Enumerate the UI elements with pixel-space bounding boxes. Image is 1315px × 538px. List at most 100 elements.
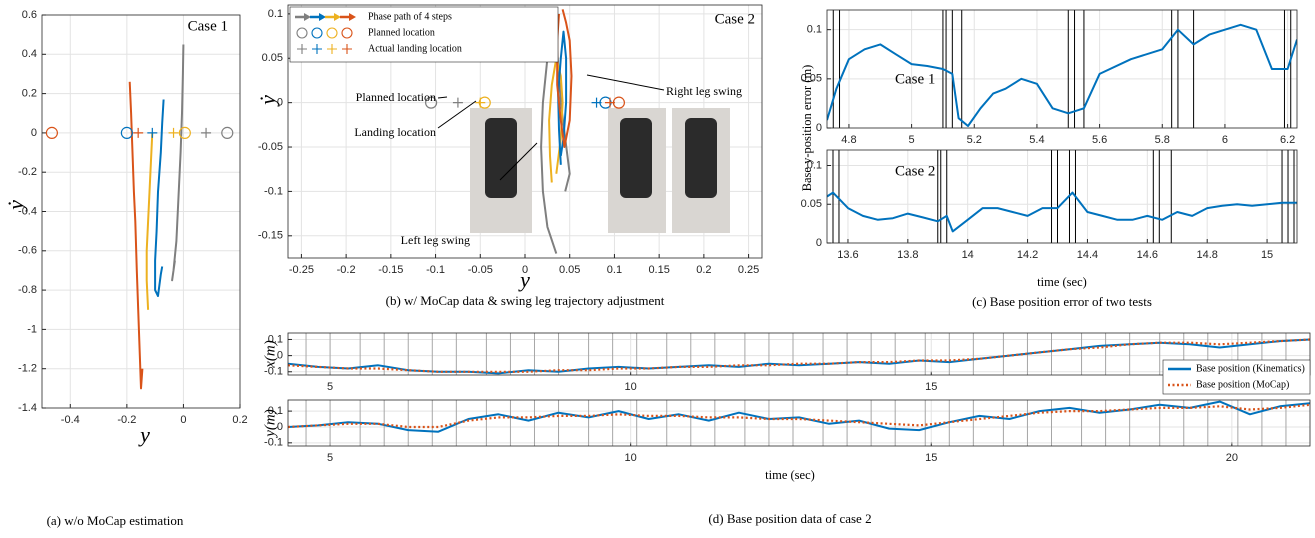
y-tick-label: 0.2 — [22, 88, 37, 100]
y-tick-label: -0.1 — [264, 185, 283, 197]
x-tick-label: 14.8 — [1196, 249, 1217, 261]
legend-symbol — [304, 13, 311, 21]
x-tick-label: 0.2 — [232, 414, 247, 426]
annotation: Landing location — [354, 125, 436, 139]
series-line — [288, 403, 1310, 429]
caption: (a) w/o MoCap estimation — [47, 513, 184, 528]
x-tick-label: 5.6 — [1092, 134, 1107, 146]
x-tick-label: 5.2 — [967, 134, 982, 146]
plot-area — [288, 333, 1310, 375]
annotation: Left leg swing — [401, 233, 470, 247]
series-line — [145, 132, 154, 310]
case-label: Case 2 — [895, 163, 935, 179]
planned-marker — [45, 126, 59, 139]
robot-photos — [470, 108, 730, 233]
series-line — [288, 338, 1310, 375]
case-label: Case 2 — [715, 11, 755, 27]
y-tick-label: 0 — [31, 127, 37, 139]
x-tick-label: 13.6 — [837, 249, 858, 261]
y-tick-label: 0 — [816, 237, 822, 249]
legend-symbol — [326, 27, 338, 39]
x-axis-label: y — [518, 267, 530, 292]
x-tick-label: 0 — [180, 414, 186, 426]
legend-symbol — [341, 27, 353, 39]
y-axis-label: x(m) — [262, 340, 278, 368]
y-tick-label: -0.05 — [258, 141, 283, 153]
legend-label: Planned location — [368, 27, 435, 38]
y-axis-label: Base y-position error (m) — [800, 65, 814, 192]
x-tick-label: 15 — [925, 452, 937, 464]
x-tick-label: 14.2 — [1017, 249, 1038, 261]
series-line — [171, 44, 185, 282]
x-tick-label: -0.05 — [468, 264, 493, 276]
plot-area — [288, 400, 1310, 446]
y-tick-label: -1.4 — [18, 402, 37, 414]
arrow — [499, 142, 538, 181]
y-tick-label: 0.1 — [268, 333, 283, 345]
x-tick-label: -0.25 — [289, 264, 314, 276]
x-tick-label: 5 — [909, 134, 915, 146]
y-tick-label: 0 — [277, 421, 283, 433]
legend-symbol — [342, 44, 352, 54]
y-tick-label: -0.6 — [18, 245, 37, 257]
x-tick-label: 20 — [1226, 452, 1238, 464]
x-tick-label: -0.15 — [378, 264, 403, 276]
x-tick-label: 14.4 — [1077, 249, 1098, 261]
series-line — [827, 191, 1297, 233]
x-tick-label: -0.4 — [61, 414, 80, 426]
legend-label: Actual landing location — [368, 43, 462, 54]
series-line — [827, 23, 1297, 127]
axes-frame — [287, 332, 1311, 376]
case-label: Case 1 — [895, 71, 935, 87]
x-tick-label: 14.6 — [1137, 249, 1158, 261]
series-line — [557, 30, 568, 165]
y-tick-label: -1 — [27, 323, 37, 335]
x-tick-label: 10 — [625, 452, 637, 464]
y-tick-label: 0.05 — [801, 198, 822, 210]
landing-marker — [604, 97, 615, 108]
landing-marker — [147, 127, 158, 138]
landing-marker — [475, 97, 486, 108]
y-tick-label: 0.1 — [268, 405, 283, 417]
y-tick-label: 0.1 — [268, 8, 283, 20]
landing-marker — [168, 127, 179, 138]
y-tick-label: -0.4 — [18, 205, 37, 217]
x-tick-label: 0 — [522, 264, 528, 276]
x-tick-label: 5.4 — [1029, 134, 1044, 146]
legend-label: Base position (Kinematics) — [1196, 363, 1305, 374]
legend-symbol — [312, 44, 322, 54]
landing-marker — [452, 97, 463, 108]
x-tick-label: -0.2 — [337, 264, 356, 276]
robot-body — [620, 118, 652, 198]
y-tick-label: 0 — [277, 350, 283, 362]
x-tick-label: 5.8 — [1155, 134, 1170, 146]
x-tick-label: 13.8 — [897, 249, 918, 261]
y-axis-label: ẏ — [255, 95, 280, 107]
x-axis-label: time (sec) — [765, 468, 815, 482]
x-axis-label: time (sec) — [1037, 275, 1087, 289]
arrow — [437, 96, 448, 99]
x-tick-label: -0.2 — [117, 414, 136, 426]
y-axis-label: ẏ — [3, 200, 28, 212]
x-tick-label: 5 — [327, 452, 333, 464]
legend-symbol — [296, 27, 308, 39]
series-line — [154, 99, 165, 297]
landing-marker — [133, 127, 144, 138]
x-axis-label: y — [138, 422, 150, 447]
y-tick-label: 0.4 — [22, 48, 37, 60]
y-tick-label: -0.1 — [264, 437, 283, 449]
x-tick-label: 0.25 — [738, 264, 759, 276]
landing-marker — [591, 97, 602, 108]
y-tick-label: 0.1 — [807, 159, 822, 171]
planned-marker — [178, 126, 191, 139]
x-tick-label: 15 — [925, 381, 937, 393]
axes-frame — [287, 399, 1311, 447]
y-axis-label: y(m) — [262, 409, 278, 438]
legend-symbol — [334, 13, 341, 21]
x-tick-label: 0.15 — [648, 264, 669, 276]
legend-label: Phase path of 4 steps — [368, 11, 452, 22]
y-tick-label: 0 — [277, 97, 283, 109]
x-tick-label: 0.2 — [696, 264, 711, 276]
arrow — [437, 100, 477, 129]
